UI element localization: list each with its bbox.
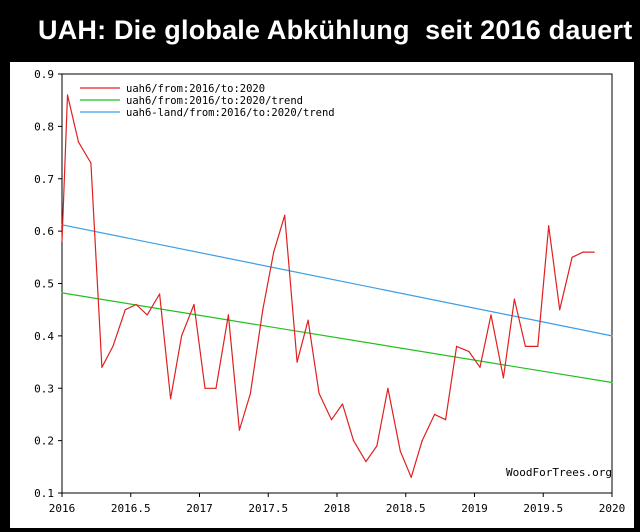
y-tick-label: 0.7 [34, 173, 54, 186]
page-title: UAH: Die globale Abkühlung seit 2016 dau… [38, 15, 640, 45]
data-point [593, 251, 595, 253]
plot-frame [61, 73, 613, 494]
data-point [61, 241, 63, 243]
data-point [582, 251, 584, 253]
data-point [376, 445, 378, 447]
x-tick-label: 2016 [49, 502, 76, 515]
data-point [238, 429, 240, 431]
legend-label: uah6/from:2016/to:2020/trend [126, 95, 303, 107]
data-point [490, 314, 492, 316]
legend-label: uah6-land/from:2016/to:2020/trend [126, 107, 335, 119]
data-point [502, 377, 504, 379]
data-point [90, 162, 92, 164]
data-point [146, 314, 148, 316]
y-tick-label: 0.5 [34, 278, 54, 291]
data-point [548, 225, 550, 227]
legend: uah6/from:2016/to:2020uah6/from:2016/to:… [80, 83, 335, 119]
data-point [611, 381, 613, 384]
data-point [61, 292, 63, 294]
data-point [387, 387, 389, 389]
series-line-uah6-trend [61, 292, 613, 384]
data-point [170, 398, 172, 400]
x-tick-label: 2017.5 [248, 502, 288, 515]
y-tick-label: 0.9 [34, 68, 54, 81]
data-point [352, 440, 355, 442]
x-tick-label: 2018.5 [386, 502, 426, 515]
x-tick-label: 2017 [186, 502, 213, 515]
data-point [296, 361, 298, 363]
data-point [456, 345, 458, 347]
credit-text: WoodForTrees.org [506, 466, 612, 479]
y-tick-label: 0.4 [34, 330, 54, 343]
data-point [410, 476, 412, 478]
data-point [262, 309, 264, 311]
data-point [611, 335, 613, 337]
data-point [559, 309, 561, 311]
data-point [273, 251, 275, 253]
data-point [341, 403, 344, 405]
data-point [524, 345, 527, 347]
y-tick-label: 0.8 [34, 120, 54, 133]
data-point [421, 440, 423, 442]
data-point [77, 141, 80, 143]
y-tick-label: 0.3 [34, 382, 54, 395]
data-point [537, 345, 539, 347]
data-point [66, 94, 69, 96]
data-point [181, 335, 183, 337]
x-tick-label: 2016.5 [111, 502, 151, 515]
data-point [284, 214, 286, 216]
series-layer [61, 94, 613, 478]
data-point [215, 387, 217, 389]
data-point [307, 319, 309, 321]
y-tick-label: 0.6 [34, 225, 54, 238]
data-point [227, 314, 229, 316]
y-tick-label: 0.2 [34, 435, 54, 448]
data-point [445, 419, 447, 421]
data-point [571, 256, 573, 258]
x-tick-label: 2019 [461, 502, 488, 515]
data-point [135, 303, 137, 306]
data-point [365, 461, 367, 463]
data-point [159, 293, 161, 295]
y-tick-label: 0.1 [34, 487, 54, 500]
series-line-uah6 [61, 94, 595, 478]
data-point [468, 351, 470, 353]
axes: 0.1 0.2 0.3 0.4 0.5 0.6 0.7 0.8 0.9 2016 2016.5 201… [34, 68, 625, 515]
data-point [204, 387, 206, 389]
x-tick-label: 2018 [324, 502, 351, 515]
data-point [399, 450, 401, 452]
line-chart: 0.1 0.2 0.3 0.4 0.5 0.6 0.7 0.8 0.9 2016 2016.5 201… [34, 68, 625, 515]
chart-panel: 0.1 0.2 0.3 0.4 0.5 0.6 0.7 0.8 0.9 2016 2016.5 201… [10, 62, 634, 528]
data-point [249, 392, 251, 395]
data-point [318, 392, 320, 395]
data-point [101, 366, 103, 368]
data-point [434, 413, 436, 415]
header: UAH: Die globale Abkühlung seit 2016 dau… [0, 0, 640, 62]
data-point [112, 345, 114, 347]
data-point [330, 419, 333, 421]
legend-label: uah6/from:2016/to:2020 [126, 83, 265, 95]
series-line-uah6-land-trend [61, 224, 613, 337]
data-point [124, 309, 126, 311]
data-point [479, 366, 481, 368]
x-tick-label: 2019.5 [523, 502, 563, 515]
x-tick-label: 2020 [599, 502, 626, 515]
data-point [193, 303, 195, 306]
data-point [513, 298, 515, 300]
